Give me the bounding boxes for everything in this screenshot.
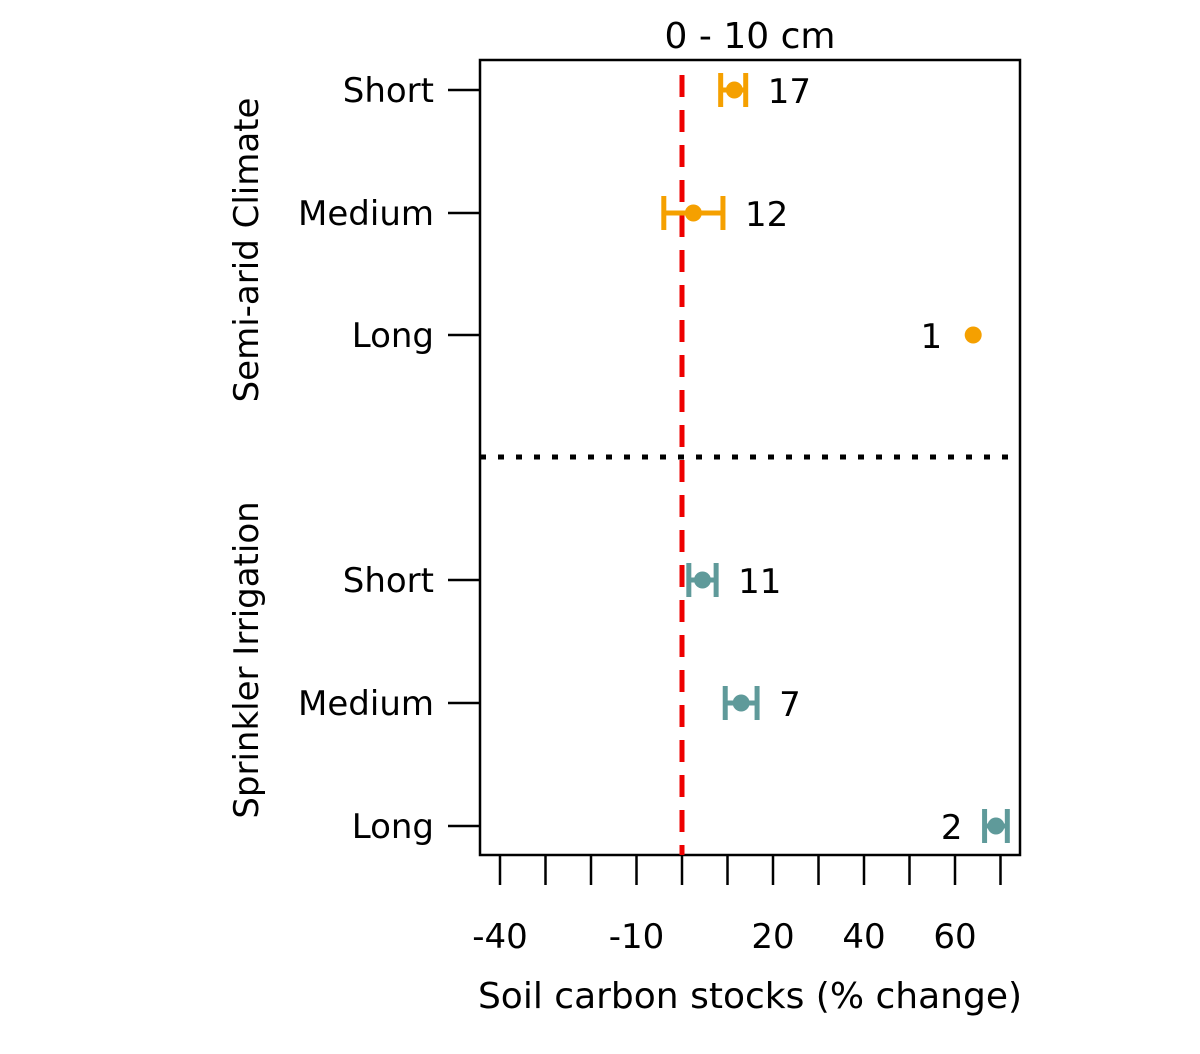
- sample-size-label: 2: [941, 808, 963, 848]
- chart-title: 0 - 10 cm: [665, 16, 836, 57]
- y-tick-label: Long: [352, 807, 434, 847]
- x-tick-label: 60: [933, 917, 976, 957]
- sample-size-label: 12: [745, 195, 788, 235]
- point-estimate: [684, 204, 702, 222]
- x-tick-label: 20: [751, 917, 794, 957]
- x-axis-label: Soil carbon stocks (% change): [478, 976, 1022, 1017]
- sample-size-label: 7: [779, 685, 801, 725]
- point-estimate: [732, 694, 750, 712]
- y-tick-label: Medium: [298, 194, 434, 234]
- point-estimate: [987, 817, 1005, 835]
- group-label: Sprinkler Irrigation: [227, 501, 267, 818]
- point-estimate: [693, 571, 711, 589]
- x-tick-label: -10: [609, 917, 665, 957]
- y-tick-label: Short: [343, 561, 434, 601]
- sample-size-label: 1: [921, 317, 943, 357]
- point-estimate: [964, 326, 982, 344]
- y-tick-label: Long: [352, 316, 434, 356]
- x-tick-label: 40: [842, 917, 885, 957]
- point-estimate: [725, 81, 743, 99]
- y-tick-label: Short: [343, 71, 434, 111]
- group-label: Semi-arid Climate: [227, 98, 267, 403]
- sample-size-label: 17: [768, 72, 811, 112]
- y-tick-label: Medium: [298, 684, 434, 724]
- x-tick-label: -40: [472, 917, 528, 957]
- sample-size-label: 11: [738, 562, 781, 602]
